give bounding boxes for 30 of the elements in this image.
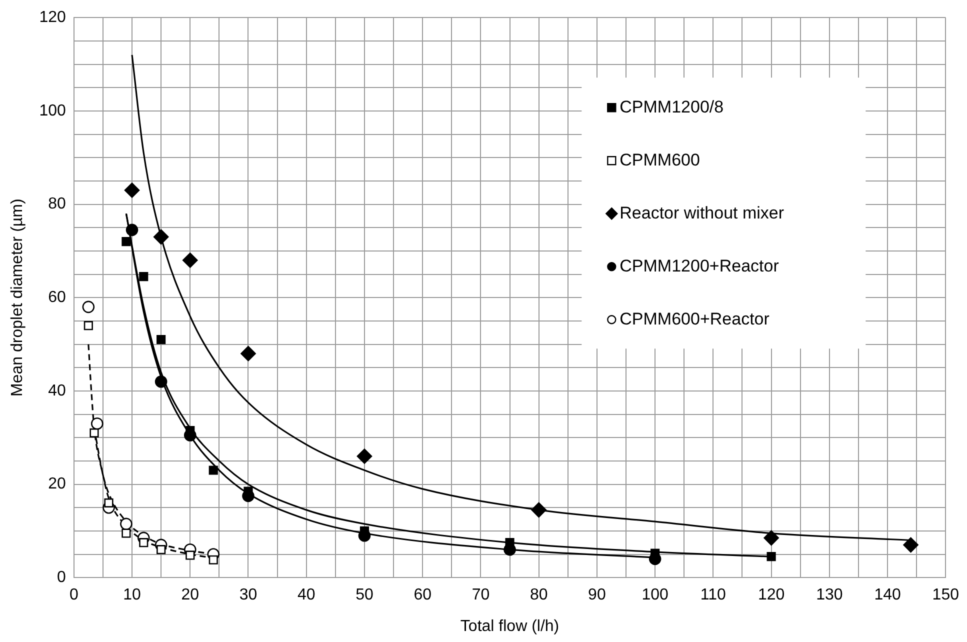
y-axis-title: Mean droplet diameter (µm) bbox=[9, 198, 26, 396]
y-tick-label: 20 bbox=[48, 476, 66, 493]
y-tick-label: 120 bbox=[39, 9, 66, 26]
x-tick-label: 90 bbox=[588, 586, 606, 604]
legend-label: CPMM1200+Reactor bbox=[620, 256, 780, 276]
legend-label: Reactor without mixer bbox=[620, 203, 784, 222]
x-tick-label: 60 bbox=[414, 586, 432, 604]
x-tick-label: 20 bbox=[181, 586, 200, 604]
x-tick-label: 140 bbox=[874, 586, 901, 604]
x-tick-label: 130 bbox=[816, 586, 843, 604]
legend-label: CPMM600 bbox=[620, 150, 700, 170]
y-tick-label: 40 bbox=[48, 382, 66, 400]
x-tick-label: 110 bbox=[700, 586, 726, 604]
y-tick-label: 100 bbox=[39, 102, 66, 120]
y-tick-label: 0 bbox=[56, 569, 66, 586]
x-tick-label: 50 bbox=[356, 586, 374, 604]
legend-label: CPMM600+Reactor bbox=[620, 309, 770, 328]
y-tick-label: 80 bbox=[48, 196, 66, 213]
x-axis-title: Total flow (l/h) bbox=[460, 618, 560, 635]
x-tick-label: 30 bbox=[239, 586, 258, 604]
x-tick-label: 80 bbox=[530, 586, 548, 604]
x-tick-label: 100 bbox=[642, 586, 669, 604]
x-tick-label: 10 bbox=[123, 586, 142, 604]
x-tick-label: 0 bbox=[69, 586, 78, 604]
x-tick-label: 40 bbox=[297, 586, 316, 604]
x-tick-label: 150 bbox=[932, 586, 960, 604]
legend-label: CPMM1200/8 bbox=[620, 97, 724, 116]
x-tick-label: 120 bbox=[758, 586, 785, 604]
y-tick-label: 60 bbox=[48, 289, 66, 306]
x-tick-label: 70 bbox=[472, 586, 490, 604]
